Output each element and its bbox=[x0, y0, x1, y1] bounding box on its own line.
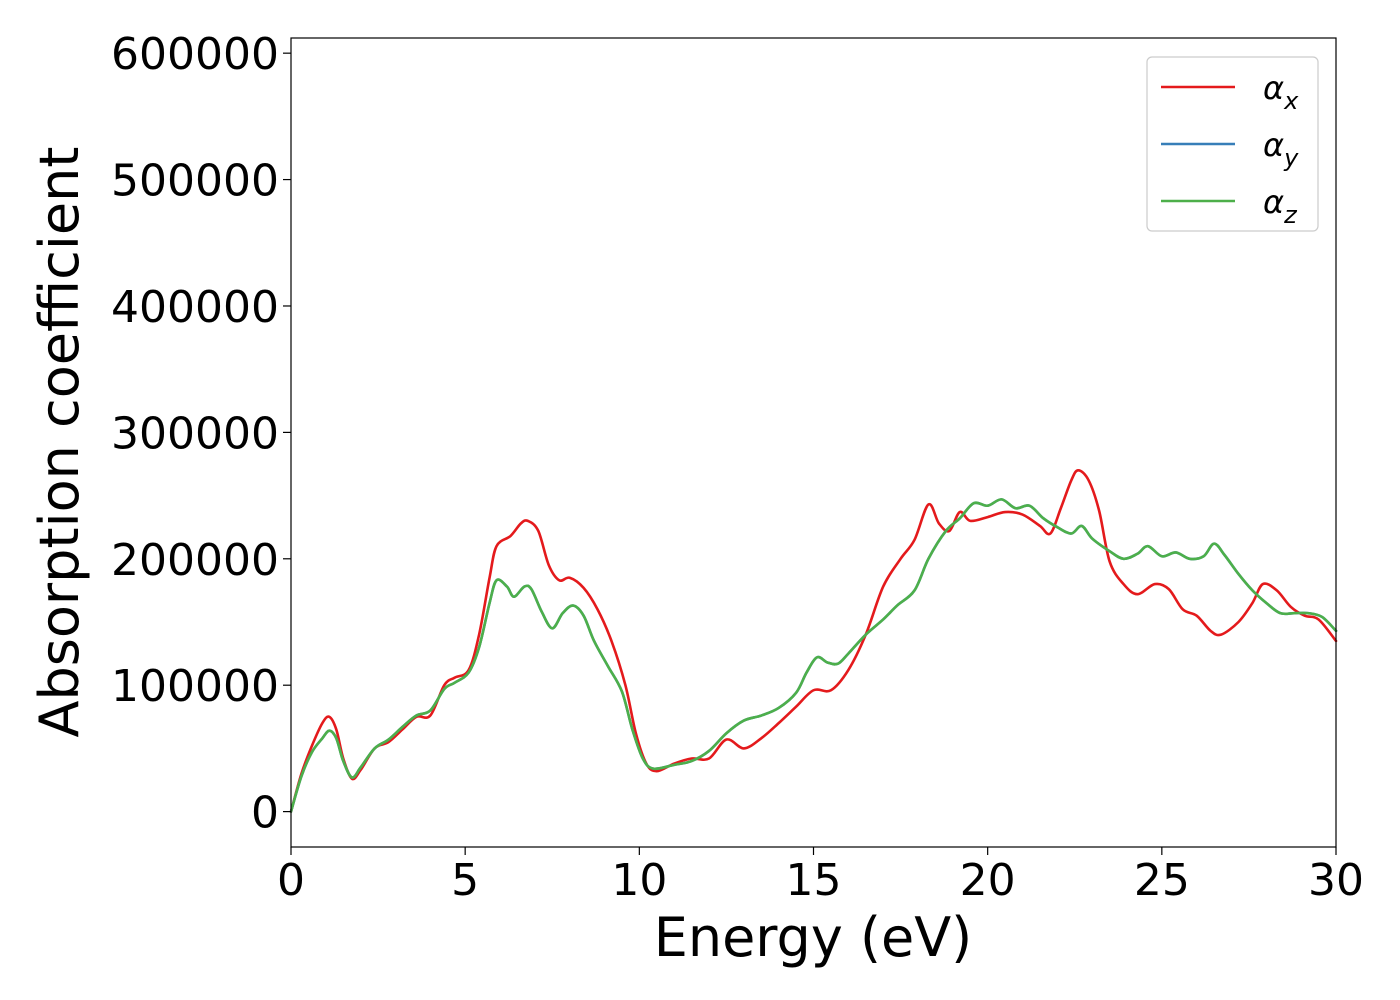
legend-label-subscript: y bbox=[1283, 144, 1299, 172]
legend-label-y: αy bbox=[1263, 126, 1299, 172]
y-tick-label: 500000 bbox=[111, 156, 279, 207]
y-tick-label: 300000 bbox=[111, 408, 279, 459]
x-axis-ticks: 0 5 10 15 20 25 30 bbox=[277, 847, 1364, 906]
legend-label-base: α bbox=[1263, 183, 1284, 221]
x-tick-label: 10 bbox=[611, 855, 667, 906]
y-tick-label: 200000 bbox=[111, 535, 279, 586]
y-tick-label: 0 bbox=[251, 788, 279, 839]
y-tick-label: 400000 bbox=[111, 282, 279, 333]
y-tick-label: 600000 bbox=[111, 29, 279, 80]
legend-label-z: αz bbox=[1263, 183, 1298, 229]
x-tick-label: 15 bbox=[786, 855, 842, 906]
legend-label-base: α bbox=[1263, 69, 1284, 107]
series-line-x bbox=[289, 469, 1338, 813]
series-line-z bbox=[289, 498, 1338, 813]
x-tick-label: 5 bbox=[451, 855, 479, 906]
series-layer bbox=[289, 469, 1338, 813]
legend-label-subscript: z bbox=[1283, 201, 1298, 229]
legend-label-subscript: x bbox=[1283, 87, 1299, 115]
y-axis-ticks: 0 100000 200000 300000 400000 500000 600000 bbox=[111, 29, 291, 839]
x-tick-label: 20 bbox=[960, 855, 1016, 906]
legend-label-x: αx bbox=[1263, 69, 1299, 115]
x-axis-label: Energy (eV) bbox=[654, 906, 973, 969]
x-tick-label: 0 bbox=[277, 855, 305, 906]
y-tick-label: 100000 bbox=[111, 661, 279, 712]
legend-label-base: α bbox=[1263, 126, 1284, 164]
y-axis-label: Absorption coefficient bbox=[28, 147, 91, 738]
x-tick-label: 25 bbox=[1134, 855, 1190, 906]
x-tick-label: 30 bbox=[1308, 855, 1364, 906]
